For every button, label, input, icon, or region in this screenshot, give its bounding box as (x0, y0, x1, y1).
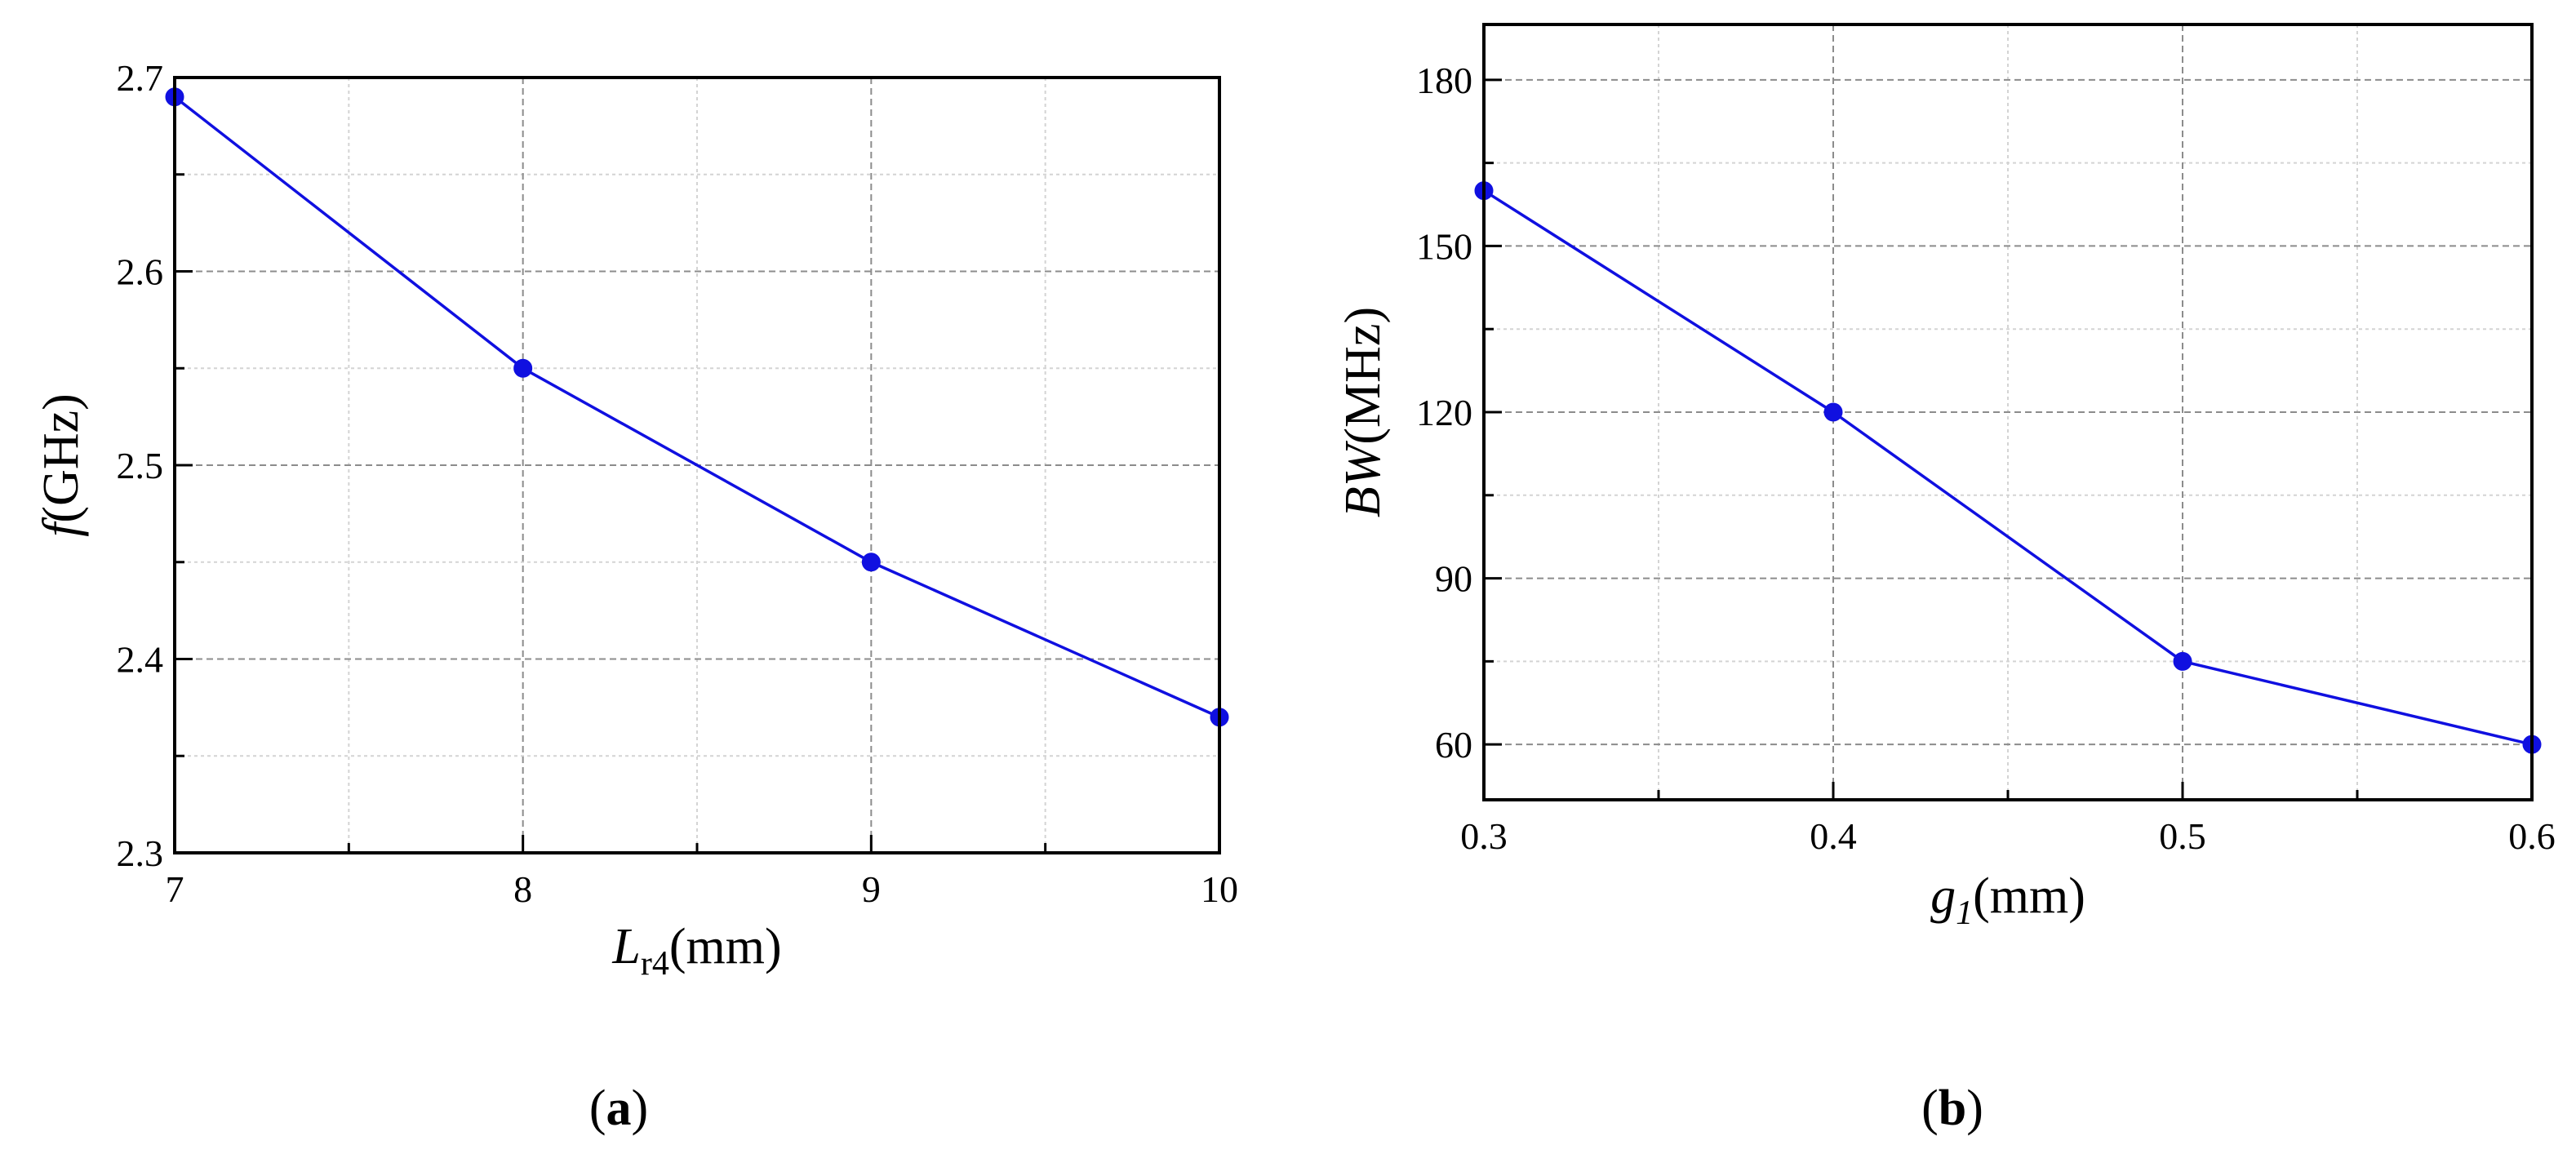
y-tick-label-b-4: 180 (1416, 60, 1472, 101)
data-point-a-1 (513, 358, 533, 378)
y-tick-label-a-1: 2.4 (117, 639, 164, 681)
x-axis-title-a: Lr4(mm) (611, 919, 781, 983)
y-tick-label-b-3: 150 (1416, 225, 1472, 267)
tick-labels-a: 7 8 9 10 2.3 2.4 2.5 2.6 2.7 (117, 57, 1239, 910)
x-tick-label-a-1: 8 (513, 868, 532, 910)
y-tick-label-a-2: 2.5 (117, 445, 164, 486)
plot-frame-b (1482, 23, 2534, 801)
y-tick-label-b-1: 90 (1435, 558, 1472, 600)
data-point-b-1 (1823, 402, 1843, 422)
y-tick-label-a-0: 2.3 (117, 832, 164, 874)
chart-panel-b: 0.3 0.4 0.5 0.6 60 90 120 150 180 g1(mm) BW(MHz)… (1335, 23, 2556, 1136)
data-point-a-2 (861, 553, 881, 572)
y-axis-title-a: f(GHz) (33, 393, 89, 537)
panel-label-a: (a) (589, 1081, 648, 1136)
y-axis-title-b: BW(MHz) (1335, 307, 1391, 517)
x-tick-label-a-0: 7 (166, 868, 184, 910)
x-tick-label-a-2: 9 (862, 868, 881, 910)
x-tick-label-b-3: 0.6 (2508, 815, 2556, 857)
x-axis-title-b: g1(mm) (1930, 868, 2085, 932)
data-point-b-2 (2173, 651, 2192, 671)
x-tick-label-b-2: 0.5 (2159, 815, 2206, 857)
y-tick-label-b-2: 120 (1416, 392, 1472, 433)
x-tick-label-b-0: 0.3 (1460, 815, 1508, 857)
plot-frame-a (173, 76, 1221, 854)
series-line-b-0 (1483, 189, 2533, 746)
y-tick-label-b-0: 60 (1435, 724, 1472, 766)
tick-labels-b: 0.3 0.4 0.5 0.6 60 90 120 150 180 (1416, 60, 2556, 857)
panel-label-b: (b) (1921, 1081, 1983, 1136)
grid-b (1483, 24, 2533, 800)
x-tick-label-b-1: 0.4 (1810, 815, 1857, 857)
series-line-a-0 (173, 95, 1220, 719)
x-tick-label-a-3: 10 (1201, 868, 1238, 910)
y-tick-label-a-3: 2.6 (117, 251, 164, 293)
series-a (165, 87, 1229, 727)
chart-panel-a: 7 8 9 10 2.3 2.4 2.5 2.6 2.7 Lr4(mm) f(GHz) (a) (33, 57, 1238, 1136)
y-tick-label-a-4: 2.7 (117, 57, 164, 99)
